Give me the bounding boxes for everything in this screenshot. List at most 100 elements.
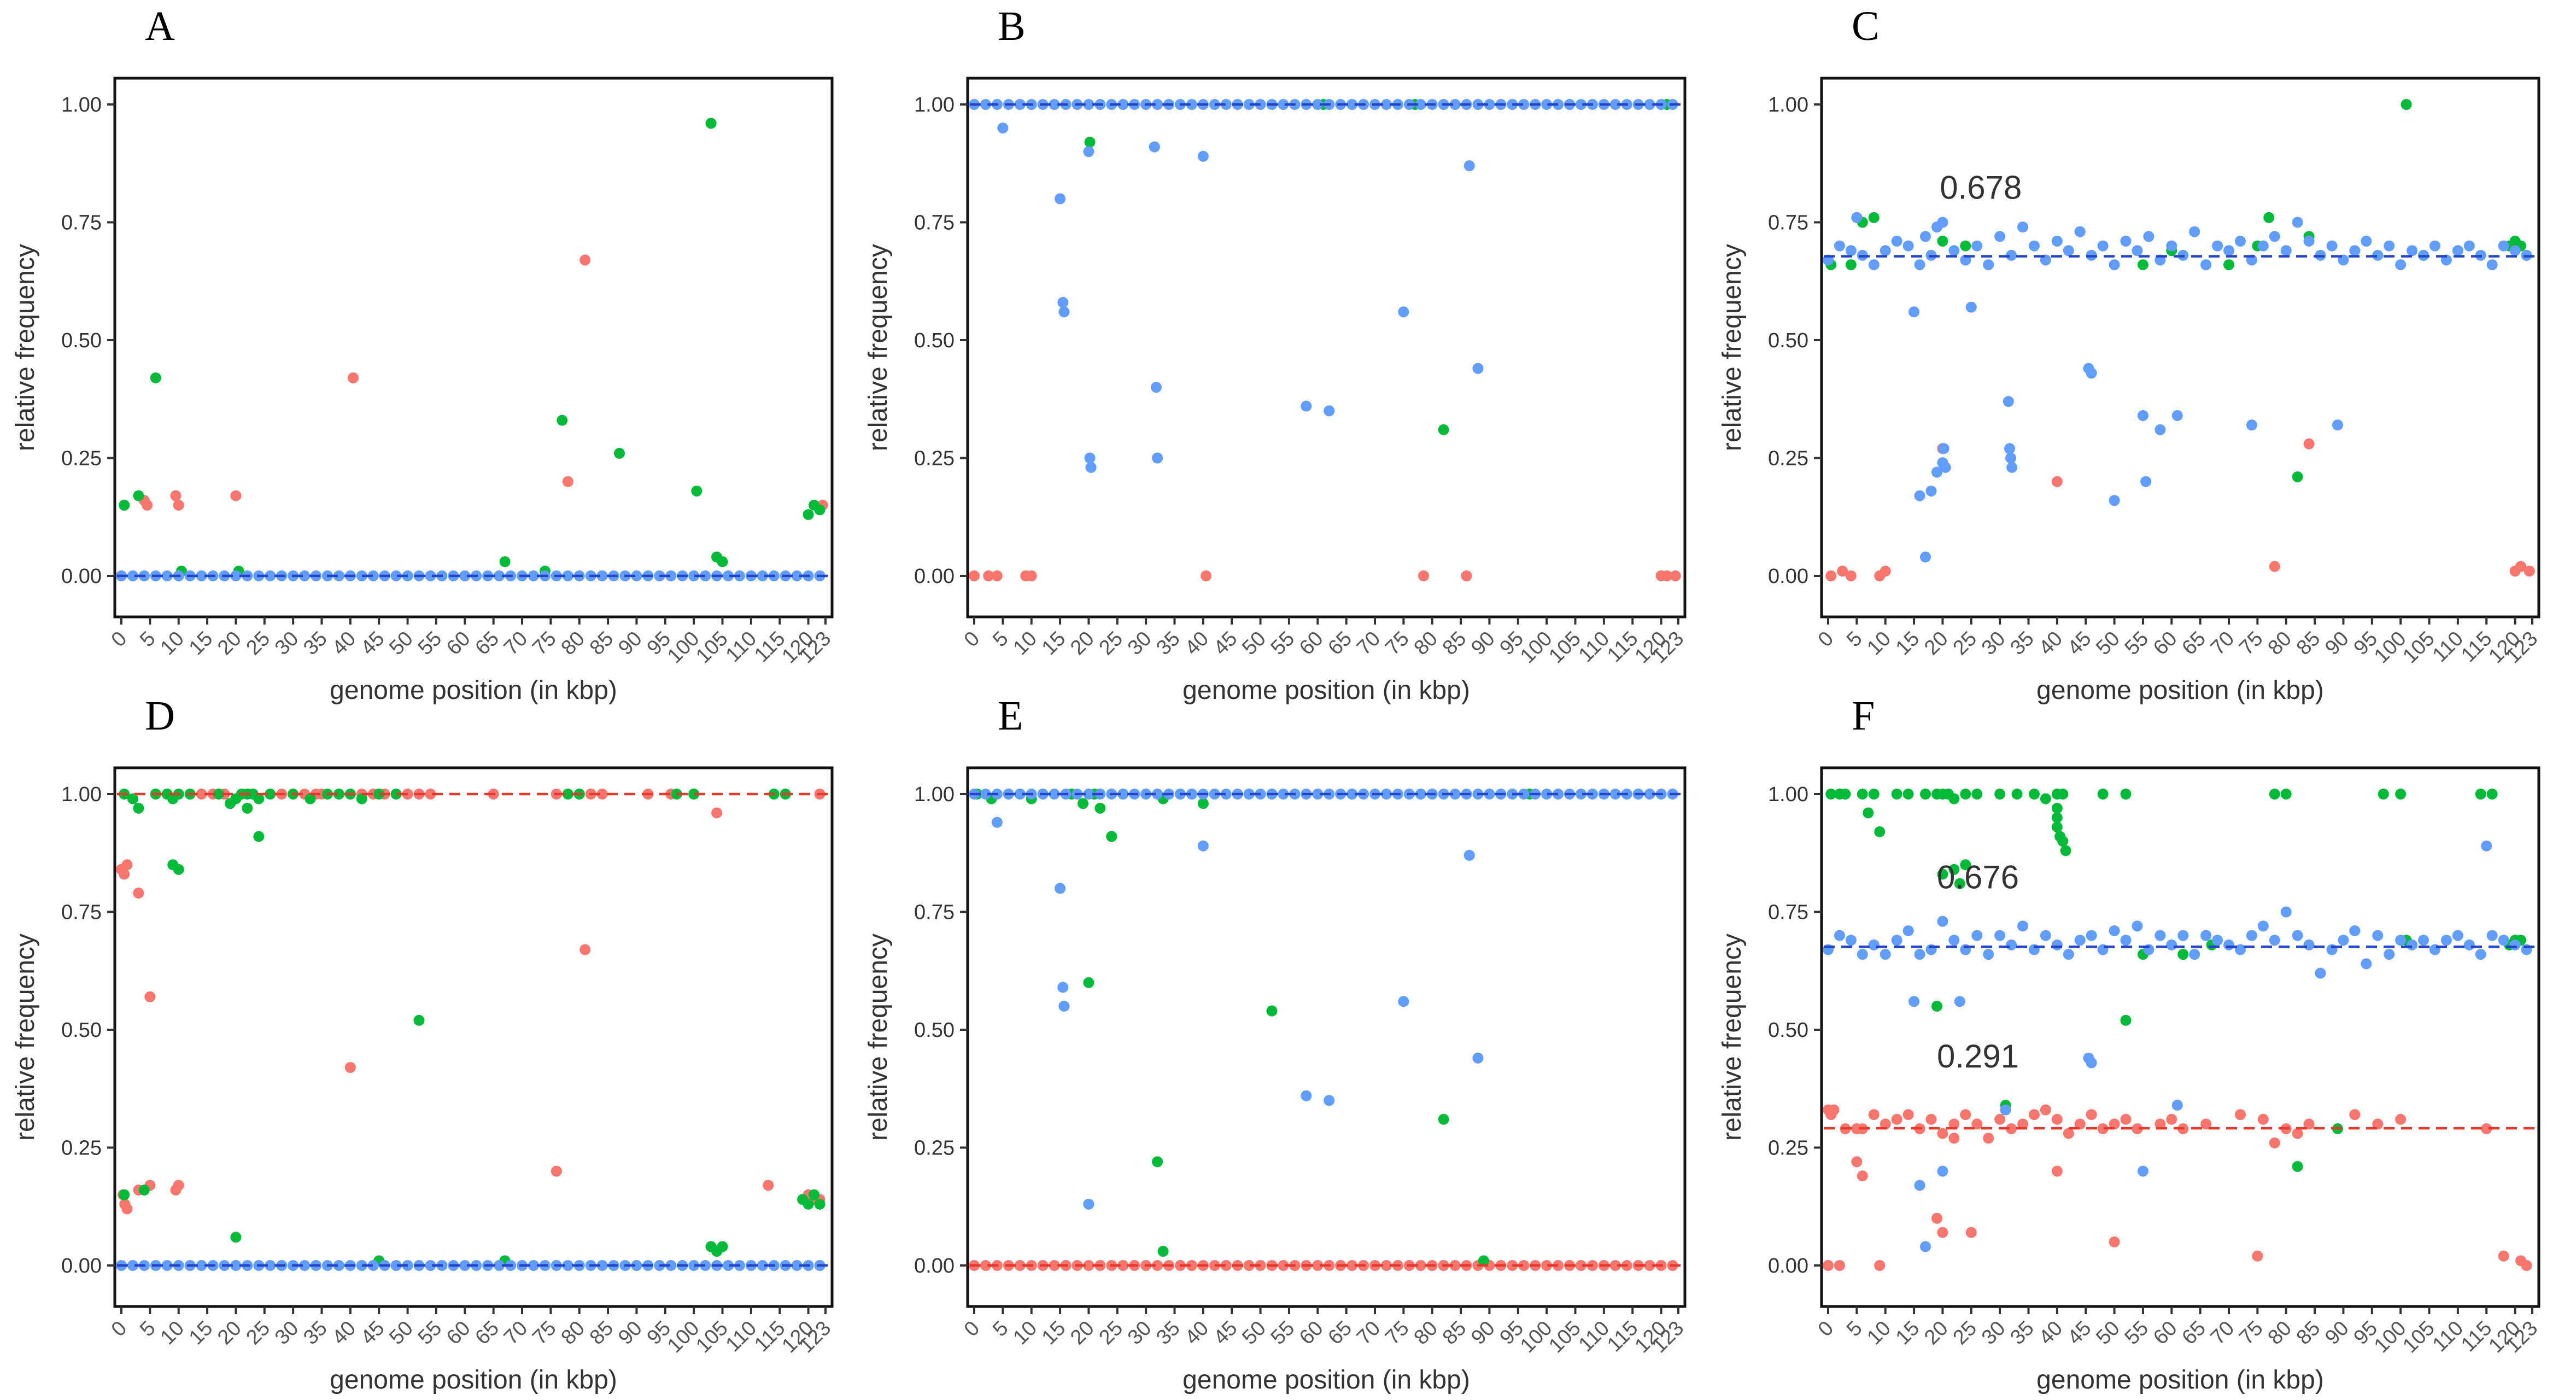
data-point [1049, 99, 1060, 110]
data-point [173, 864, 184, 875]
data-point [551, 1165, 562, 1177]
plot-frame [966, 77, 1687, 619]
data-point [814, 1198, 826, 1210]
y-tick-label: 0.50 [61, 329, 102, 352]
data-point [2177, 949, 2189, 960]
data-point [1157, 1246, 1169, 1257]
data-point [2269, 1137, 2280, 1148]
data-point [127, 1260, 138, 1271]
data-point [2486, 789, 2498, 800]
y-tick-label: 0.00 [61, 565, 102, 588]
panel-letter: B [998, 3, 1026, 49]
data-point [1278, 1260, 1289, 1271]
data-point [1553, 789, 1564, 800]
data-point [2028, 789, 2040, 800]
data-point [2120, 235, 2132, 247]
data-point [1828, 1104, 1840, 1116]
data-point [1026, 570, 1037, 581]
data-point [494, 1260, 505, 1271]
data-point [1868, 939, 1880, 950]
data-point [425, 789, 436, 800]
data-point [1346, 789, 1358, 800]
data-point [665, 1260, 677, 1271]
data-point [196, 570, 207, 581]
data-point [1472, 1052, 1484, 1064]
data-point [1874, 1260, 1886, 1271]
data-point [390, 570, 402, 581]
data-point [2515, 561, 2527, 572]
data-point [2452, 930, 2463, 941]
data-point [1920, 789, 1931, 800]
data-point [1575, 789, 1586, 800]
data-point [700, 1260, 711, 1271]
data-point [1266, 1005, 1278, 1017]
panel-letter: D [145, 693, 175, 739]
data-point [1380, 99, 1392, 110]
data-point [1324, 1095, 1335, 1106]
data-point [2269, 789, 2280, 800]
data-point [1461, 570, 1472, 581]
data-point [791, 1260, 803, 1271]
data-point [1670, 570, 1681, 581]
data-point [2498, 935, 2509, 946]
data-point [2017, 920, 2029, 932]
data-point [1014, 99, 1026, 110]
data-point [1948, 793, 1960, 804]
data-point [991, 816, 1003, 828]
data-point [1931, 466, 1942, 478]
data-point [1948, 1133, 1960, 1144]
data-point [2051, 235, 2063, 247]
panel-letter: F [1852, 693, 1875, 739]
data-point [1971, 789, 1983, 800]
data-point [1084, 452, 1096, 464]
data-point [2246, 419, 2257, 431]
data-point [413, 1014, 425, 1026]
data-point [1834, 1260, 1845, 1271]
data-point [1058, 306, 1070, 318]
data-point [1851, 212, 1863, 223]
data-point [1152, 789, 1163, 800]
x-axis-title: genome position (in kbp) [2036, 1366, 2324, 1395]
data-point [2006, 462, 2018, 473]
data-point [1243, 1260, 1255, 1271]
x-axis-title: genome position (in kbp) [1182, 676, 1470, 705]
data-point [596, 789, 608, 800]
data-point [631, 1260, 642, 1271]
data-point [1994, 789, 2006, 800]
data-point [356, 570, 367, 581]
data-point [499, 556, 511, 568]
data-point [1914, 1180, 1925, 1191]
data-point [2361, 958, 2372, 970]
data-point [2234, 944, 2246, 955]
series-red [1823, 1104, 2532, 1271]
data-point [2509, 245, 2521, 256]
y-tick-label: 0.00 [914, 1255, 955, 1278]
data-point [2005, 452, 2017, 464]
data-point [2372, 1118, 2384, 1130]
data-point [2120, 1113, 2132, 1125]
data-point [791, 570, 803, 581]
data-point [2063, 949, 2074, 960]
data-point [2475, 789, 2486, 800]
data-point [1083, 789, 1094, 800]
y-tick-label: 0.25 [1768, 447, 1808, 470]
data-point [1186, 789, 1197, 800]
data-point [2137, 1165, 2148, 1177]
data-point [1914, 259, 1925, 271]
data-point [2177, 930, 2189, 941]
data-point [1960, 859, 1971, 871]
data-point [1438, 424, 1449, 435]
data-point [2155, 930, 2166, 941]
data-point [1834, 930, 1845, 941]
data-point [2378, 789, 2389, 800]
data-point [2166, 939, 2177, 950]
data-point [1880, 565, 1891, 577]
data-point [1857, 1170, 1868, 1182]
data-point [1644, 789, 1655, 800]
data-point [2063, 245, 2074, 256]
x-axis-title: genome position (in kbp) [330, 1366, 617, 1395]
y-tick-label: 0.50 [1768, 1019, 1808, 1042]
data-point [2109, 1236, 2120, 1247]
data-point [265, 1260, 276, 1271]
data-point [2521, 1260, 2532, 1271]
